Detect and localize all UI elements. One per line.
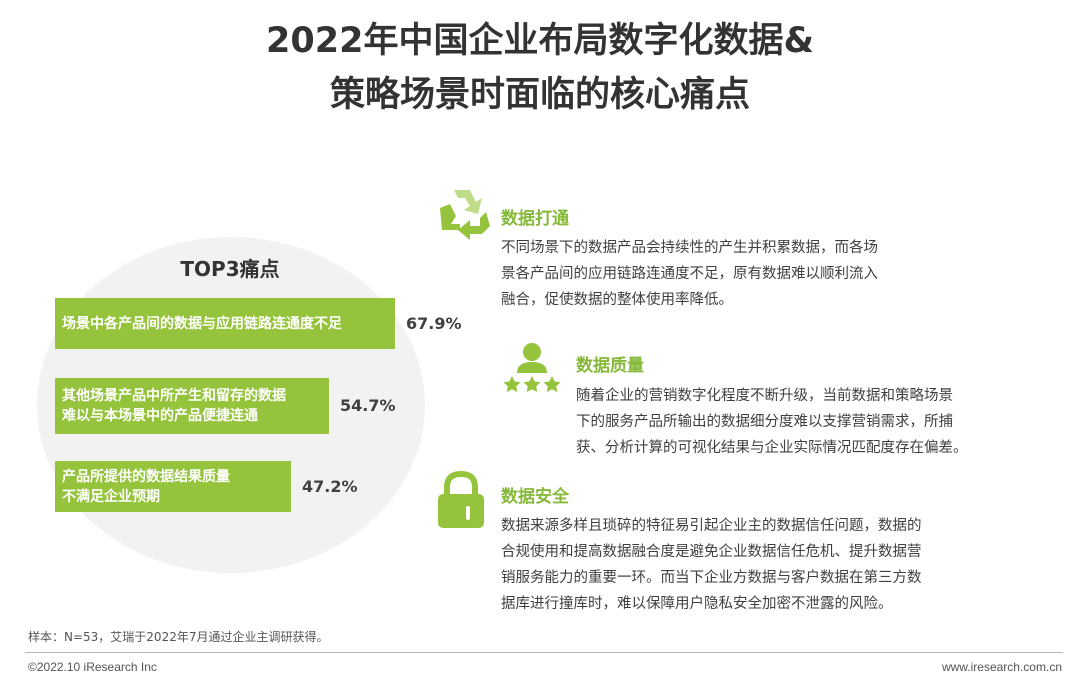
bar-data-link: 场景中各产品间的数据与应用链路连通度不足 (55, 298, 395, 349)
point-desc-data-quality: 随着企业的营销数字化程度不断升级，当前数据和策略场景 下的服务产品所输出的数据细… (576, 388, 968, 456)
bar-value-label: 54.7% (340, 396, 396, 415)
padlock-icon (436, 470, 486, 536)
bar-label: 场景中各产品间的数据与应用链路连通度不足 (62, 315, 342, 332)
page-title: 2022年中国企业布局数字化数据& 策略场景时面临的核心痛点 (0, 14, 1080, 122)
bar-value-label: 67.9% (406, 314, 462, 333)
bar-label: 其他场景产品中所产生和留存的数据 难以与本场景中的产品便捷连通 (62, 388, 286, 424)
point-title-data-link: 数据打通 (501, 209, 569, 229)
bar-cross-scene: 其他场景产品中所产生和留存的数据 难以与本场景中的产品便捷连通 (55, 378, 329, 434)
bar-label: 产品所提供的数据结果质量 不满足企业预期 (62, 468, 230, 505)
recycle-arrows-icon (436, 186, 492, 246)
sample-footnote: 样本：N=53，艾瑞于2022年7月通过企业主调研获得。 (28, 630, 329, 644)
point-desc-data-link: 不同场景下的数据产品会持续性的产生并积累数据，而各场 景各产品间的应用链路连通度… (501, 240, 878, 308)
footer-website[interactable]: www.iresearch.com.cn (941, 660, 1062, 674)
bar-data-quality: 产品所提供的数据结果质量 不满足企业预期 (55, 461, 291, 512)
page-title-line-2: 策略场景时面临的核心痛点 (329, 75, 750, 115)
person-rating-icon (503, 341, 561, 397)
page-title-line-1: 2022年中国企业布局数字化数据& (266, 21, 814, 61)
point-desc-data-security: 数据来源多样且琐碎的特征易引起企业主的数据信任问题，数据的 合规使用和提高数据融… (501, 518, 922, 612)
point-title-data-security: 数据安全 (501, 487, 569, 507)
footer-copyright: ©2022.10 iResearch Inc (28, 660, 157, 674)
footer-divider (25, 652, 1063, 653)
bar-value-label: 47.2% (302, 477, 358, 496)
point-title-data-quality: 数据质量 (576, 356, 644, 376)
chart-title: TOP3痛点 (180, 257, 280, 281)
